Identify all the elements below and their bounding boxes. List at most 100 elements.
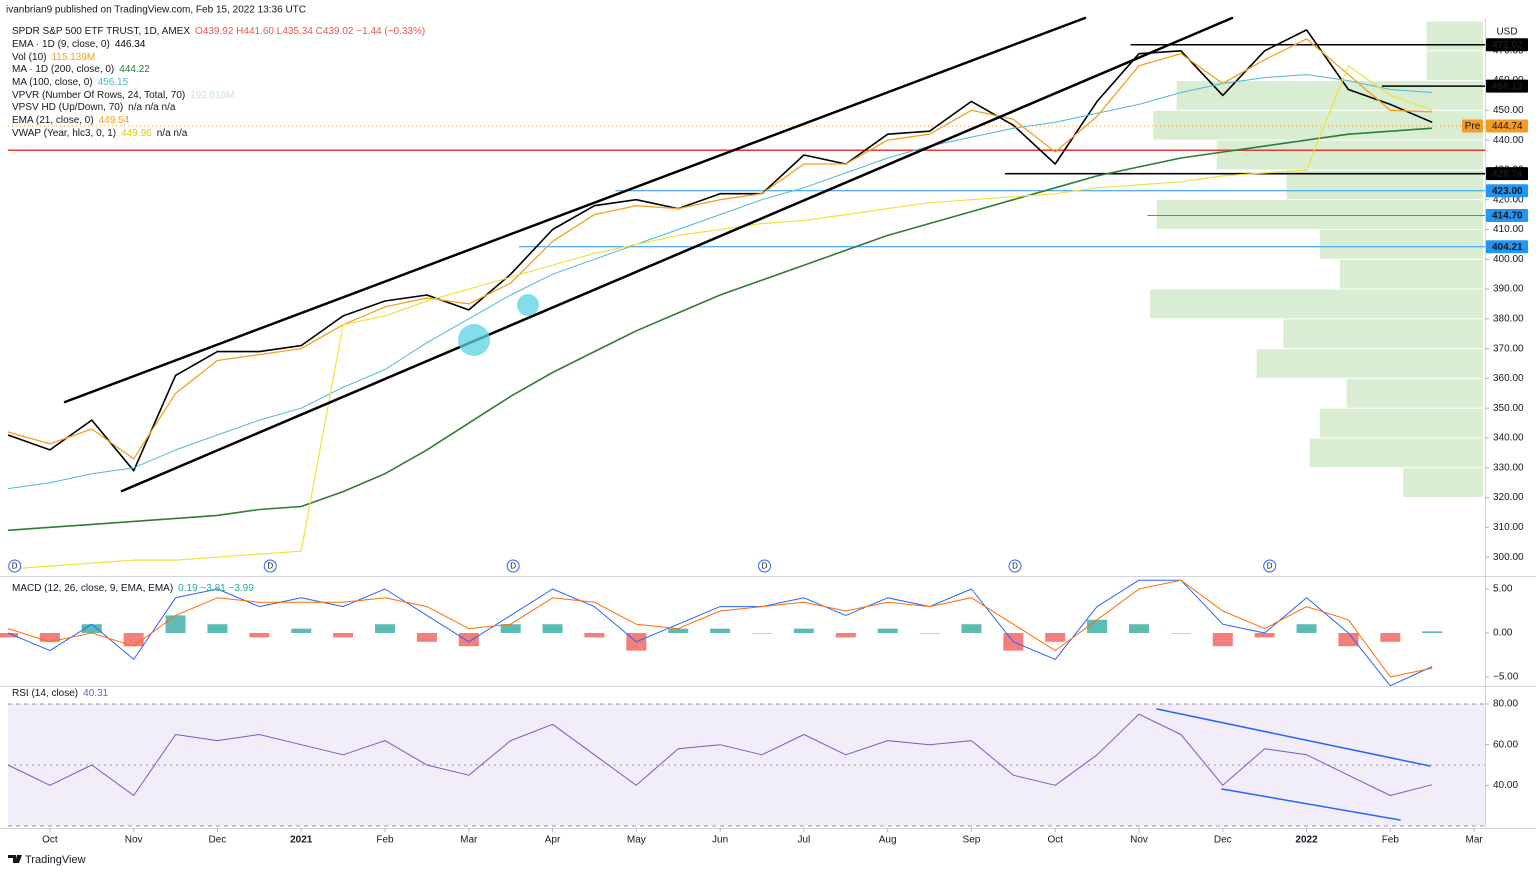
legend-row: VPSV HD (Up/Down, 70) n/a n/a n/a <box>12 102 176 113</box>
volume-profile-bar <box>1426 21 1483 51</box>
logo-mark <box>8 855 22 863</box>
legend-row: RSI (14, close) 40.31 <box>12 688 109 699</box>
dividend-marker <box>506 559 520 573</box>
y-tick-label: 440.00 <box>1493 135 1524 146</box>
volume-profile-bar <box>1283 319 1483 349</box>
series-line <box>7 29 1433 472</box>
histogram-bar <box>542 624 563 634</box>
legend-value: 444.22 <box>119 64 150 75</box>
volume-profile-bar <box>1339 259 1483 289</box>
histogram-bar <box>1170 633 1191 634</box>
legend-row: MACD (12, 26, close, 9, EMA, EMA) 0.19 −3… <box>12 583 254 594</box>
x-tick-label: Nov <box>125 835 143 846</box>
dividend-marker <box>263 559 277 573</box>
x-tick-label: Dec <box>209 835 227 846</box>
y-tick-label: 330.00 <box>1493 462 1524 473</box>
x-tick-label: Oct <box>42 835 58 846</box>
pre-tag-label: Pre <box>1465 121 1481 132</box>
rsi-trend-line <box>1221 788 1401 821</box>
y-tick-label: 60.00 <box>1493 739 1518 750</box>
pane-title: MACD (12, 26, close, 9, EMA, EMA) <box>12 583 173 594</box>
level-tag <box>1486 38 1528 52</box>
histogram-bar <box>1128 624 1149 634</box>
histogram-bar <box>1254 633 1275 638</box>
histogram-bar <box>0 633 18 638</box>
footer-logo: TradingView <box>8 854 86 866</box>
y-tick-label: 350.00 <box>1493 403 1524 414</box>
series-line <box>7 38 1433 460</box>
y-tick-label: 360.00 <box>1493 373 1524 384</box>
y-tick-label: 390.00 <box>1493 284 1524 295</box>
frames <box>0 18 1536 829</box>
histogram-bar <box>500 624 521 634</box>
histogram-bar <box>291 628 312 634</box>
volume-profile-bar <box>1319 229 1483 259</box>
legend-value: n/a n/a n/a <box>128 102 176 113</box>
y-tick-label: −5.00 <box>1493 672 1519 683</box>
y-tick-label: 370.00 <box>1493 343 1524 354</box>
volume-profile-bar <box>1150 289 1483 319</box>
histogram-bar <box>1380 633 1401 642</box>
legend-name: VWAP (Year, hlc3, 0, 1) <box>12 128 116 139</box>
legend-row: SPDR S&P 500 ETF TRUST, 1D, AMEX O439.92 … <box>12 26 425 37</box>
dividend-marker <box>1008 559 1022 573</box>
volume-profile-bar <box>1216 140 1483 170</box>
legend: ivanbrian9 published on TradingView.com,… <box>6 5 1518 866</box>
level-tag-label: 414.70 <box>1492 211 1523 222</box>
level-tag <box>1486 79 1528 93</box>
y-tick-label: 450.00 <box>1493 105 1524 116</box>
histogram-bar <box>458 633 479 647</box>
y-tick-label: 410.00 <box>1493 224 1524 235</box>
series-line <box>7 65 1433 570</box>
histogram-bar <box>81 624 102 634</box>
legend-name: EMA · 1D (9, close, 0) <box>12 39 110 50</box>
x-tick-label: Nov <box>1130 835 1148 846</box>
last-price-label: 444.74 <box>1492 121 1523 132</box>
histogram-bar <box>165 615 186 634</box>
highlight <box>517 294 539 316</box>
histogram-bar <box>961 624 982 634</box>
author-line: ivanbrian9 published on TradingView.com,… <box>6 5 306 16</box>
y-tick-label: 5.00 <box>1493 584 1513 595</box>
x-tick-label: Dec <box>1214 835 1232 846</box>
histogram-bar <box>1422 631 1443 634</box>
y-tick-label: 340.00 <box>1493 433 1524 444</box>
legend-row: MA (100, close, 0) 456.15 <box>12 77 129 88</box>
x-tick-label: Jul <box>797 835 810 846</box>
histogram-bar <box>1087 619 1108 634</box>
legend-value: 449.54 <box>99 115 130 126</box>
legend-extra: n/a n/a <box>157 128 188 139</box>
y-tick-label: 0.00 <box>1493 628 1513 639</box>
histogram-bar <box>793 628 814 634</box>
dividend-marker <box>1263 559 1277 573</box>
footer-text: TradingView <box>25 854 86 866</box>
symbol-title: SPDR S&P 500 ETF TRUST, 1D, AMEX <box>12 26 190 37</box>
y-tick-label: 400.00 <box>1493 254 1524 265</box>
histogram-bar <box>333 633 354 638</box>
histogram-bar <box>835 633 856 638</box>
y-tick-label: 380.00 <box>1493 313 1524 324</box>
y-tick-label: 420.00 <box>1493 194 1524 205</box>
dividend-marker <box>758 559 772 573</box>
histogram-bar <box>919 633 940 634</box>
level-tag-label: 458.13 <box>1492 81 1523 92</box>
legend-value: 446.34 <box>115 39 146 50</box>
legend-value: 0.19 −3.81 −3.99 <box>178 583 254 594</box>
histogram-bar <box>584 633 605 638</box>
legend-name: VPVR (Number Of Rows, 24, Total, 70) <box>12 90 185 101</box>
series-line <box>7 74 1433 490</box>
last-price-tag <box>1486 119 1528 133</box>
dividend-label: D <box>762 562 768 571</box>
histogram-bar <box>1296 624 1317 634</box>
histogram-bar <box>249 633 270 638</box>
legend-value: 456.15 <box>98 77 129 88</box>
trend-line <box>120 16 1234 493</box>
level-tag <box>1486 167 1528 181</box>
price-tags: 472.02 458.13 428.74 423.00 414.70 404.21 Pre 4… <box>1462 38 1528 254</box>
legend-value: 115.139M <box>51 52 95 63</box>
x-tick-label: Feb <box>376 835 394 846</box>
dividend-label: D <box>510 562 516 571</box>
series-line <box>7 579 1433 678</box>
level-tag <box>1486 184 1528 198</box>
